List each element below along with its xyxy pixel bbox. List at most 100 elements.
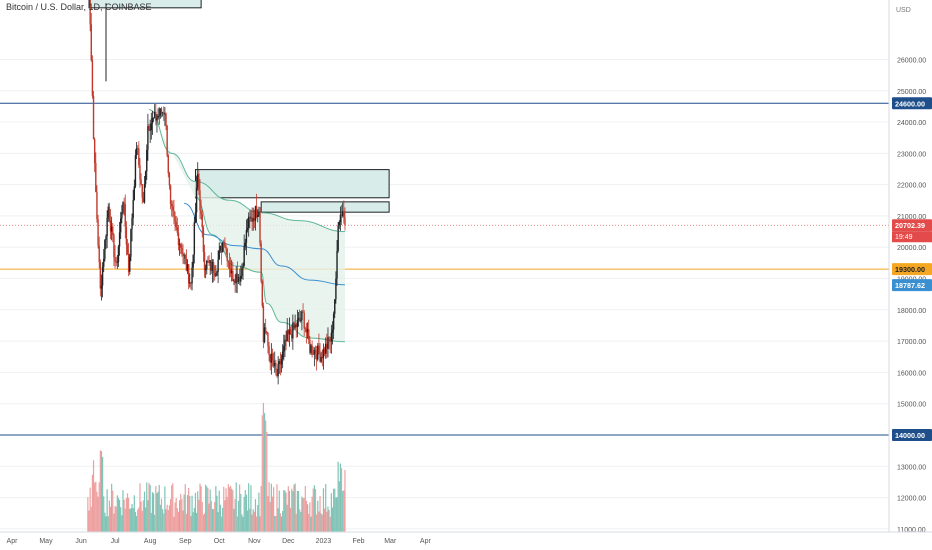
candle-body <box>138 148 140 166</box>
candle-body <box>121 212 123 219</box>
candle-body <box>294 324 296 328</box>
volume-bar <box>321 514 323 532</box>
candle-body <box>278 361 280 365</box>
volume-bar <box>203 513 206 532</box>
candle-body <box>178 244 181 246</box>
candle-body <box>238 276 241 282</box>
candle-body <box>143 183 146 203</box>
candle-body <box>132 199 134 218</box>
current-price-tag <box>892 219 932 232</box>
volume-bar <box>252 509 254 532</box>
volume-bar <box>267 496 269 532</box>
candle-body <box>330 332 333 342</box>
candle-body <box>189 282 191 284</box>
candle-body <box>180 244 182 248</box>
volume-bar <box>305 500 308 532</box>
candle-body <box>216 272 218 276</box>
volume-bar <box>246 510 249 532</box>
volume-bar <box>145 507 147 532</box>
candle-body <box>172 206 174 211</box>
price-tick-label: 24000.00 <box>897 120 926 127</box>
candle-body <box>129 256 131 272</box>
volume-bar <box>94 482 96 532</box>
candle-body <box>287 330 290 335</box>
candle-body <box>168 173 171 186</box>
volume-bar <box>342 491 344 532</box>
ma-band <box>149 109 345 342</box>
ma-tag <box>892 279 932 292</box>
candle-body <box>217 259 219 273</box>
candle-body <box>323 348 326 354</box>
time-tick-label: May <box>39 538 53 545</box>
candle-body <box>229 268 232 274</box>
candle-body <box>150 123 152 131</box>
volume-bar <box>218 490 220 532</box>
candle-body <box>335 278 337 300</box>
volume-bar <box>208 503 210 532</box>
volume-bar <box>176 508 178 532</box>
candle-body <box>182 253 184 256</box>
volume-bar <box>183 494 185 532</box>
volume-bar <box>276 484 278 532</box>
candle-body <box>173 210 175 216</box>
volume-bar <box>90 506 92 532</box>
volume-bar <box>131 503 133 532</box>
candle-body <box>305 328 308 333</box>
candle-body <box>300 320 302 321</box>
volume-bar <box>329 516 331 532</box>
candle-body <box>219 245 222 251</box>
candle-body <box>258 211 260 216</box>
volume-bar <box>206 486 208 532</box>
volume-bar <box>291 488 293 532</box>
volume-bar <box>105 516 107 532</box>
candle-body <box>311 345 313 355</box>
candle-body <box>126 244 129 254</box>
candle-body <box>106 217 108 237</box>
candle-body <box>159 108 162 116</box>
volume-bar <box>227 484 229 532</box>
volume-bar <box>228 487 231 532</box>
candle-body <box>336 250 338 279</box>
volume-bar <box>106 489 108 532</box>
candle-body <box>240 275 242 282</box>
volume-bar <box>173 516 175 532</box>
volume-bar <box>293 484 295 532</box>
level-label: 19300.00 <box>895 265 925 274</box>
volume-bar <box>292 491 294 532</box>
candle-body <box>91 60 94 96</box>
volume-bar <box>174 502 176 532</box>
volume-bar <box>325 484 327 532</box>
candle-body <box>259 211 261 244</box>
price-tick-label: 15000.00 <box>897 402 926 409</box>
volume-bar <box>263 413 266 532</box>
volume-bar <box>198 499 200 532</box>
volume-bar <box>211 508 214 532</box>
volume-bar <box>294 483 296 532</box>
volume-bar <box>296 491 298 532</box>
volume-bar <box>210 500 212 532</box>
candle-body <box>161 112 164 114</box>
candle-body <box>185 258 188 271</box>
volume-bar <box>100 451 103 532</box>
volume-bar <box>274 515 276 532</box>
volume-bar <box>330 493 332 532</box>
volume-bar <box>104 512 106 532</box>
candle-body <box>139 165 141 180</box>
level-tag <box>892 428 932 441</box>
candle-body <box>269 354 271 363</box>
volume-bar <box>268 482 270 532</box>
candle-body <box>99 262 102 289</box>
volume-bar <box>199 483 201 532</box>
candle-body <box>208 261 210 263</box>
volume-bar <box>200 486 202 532</box>
candle-body <box>152 117 155 119</box>
level-tag <box>892 97 932 110</box>
candle-body <box>176 227 179 233</box>
price-tick-label: 25000.00 <box>897 89 926 96</box>
volume-bar <box>304 485 306 532</box>
candle-body <box>288 329 291 335</box>
volume-bar <box>225 488 227 532</box>
candle-body <box>177 232 180 245</box>
volume-bar <box>323 508 326 532</box>
